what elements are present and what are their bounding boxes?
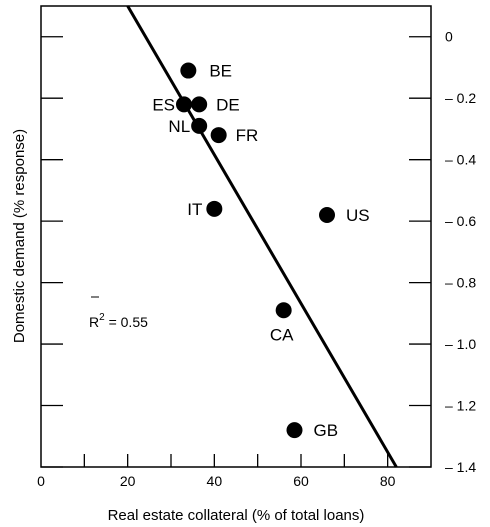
- point-label-es: ES: [152, 95, 175, 114]
- point-label-be: BE: [209, 62, 232, 81]
- data-points: [176, 62, 335, 439]
- data-point-es: [176, 96, 192, 113]
- point-label-nl: NL: [168, 117, 190, 136]
- point-label-gb: GB: [314, 421, 339, 440]
- x-tick-label: 40: [207, 473, 223, 489]
- data-point-de: [191, 96, 208, 113]
- regression-line: [126, 5, 398, 468]
- y-tick-label: – 0.6: [445, 213, 476, 229]
- point-label-ca: CA: [270, 325, 294, 344]
- r-squared-rest: = 0.55: [105, 314, 148, 330]
- x-tick-label: 60: [293, 473, 309, 489]
- r-squared-base: R: [89, 314, 99, 330]
- data-point-nl: [191, 117, 208, 134]
- point-label-de: DE: [216, 95, 240, 114]
- data-point-gb: [286, 422, 303, 439]
- y-tick-label: – 0.8: [445, 275, 476, 291]
- point-label-us: US: [346, 206, 370, 225]
- y-axis-title: Domestic demand (% response): [11, 129, 28, 343]
- data-point-ca: [275, 302, 292, 319]
- y-tick-label: 0: [445, 29, 453, 45]
- plot-frame: [40, 5, 432, 468]
- y-tick-label: – 1.4: [445, 459, 476, 475]
- y-axis: 0 – 0.2 – 0.4 – 0.6 – 0.8 – 1.0 – 1.2 – 1.4: [41, 29, 476, 475]
- data-point-it: [206, 200, 223, 217]
- data-point-labels: BE ES DE NL FR IT US CA GB: [152, 62, 369, 441]
- point-label-it: IT: [187, 200, 202, 219]
- data-point-fr: [210, 127, 227, 144]
- x-tick-label: 0: [37, 473, 45, 489]
- y-tick-label: – 0.4: [445, 152, 476, 168]
- data-point-us: [319, 206, 335, 223]
- r-squared-annotation: R2 = 0.55: [89, 296, 148, 330]
- x-tick-label: 80: [380, 473, 396, 489]
- y-tick-label: – 1.0: [445, 336, 476, 352]
- svg-text:R2 = 0.55: R2 = 0.55: [89, 312, 148, 330]
- data-point-be: [180, 62, 197, 79]
- x-tick-label: 20: [120, 473, 136, 489]
- r-squared-sup: 2: [99, 312, 105, 323]
- x-axis-title: Real estate collateral (% of total loans…: [108, 507, 365, 524]
- x-axis: 0 20 40 60 80: [37, 454, 396, 489]
- y-tick-label: – 1.2: [445, 398, 476, 414]
- point-label-fr: FR: [236, 126, 259, 145]
- y-tick-label: – 0.2: [445, 90, 476, 106]
